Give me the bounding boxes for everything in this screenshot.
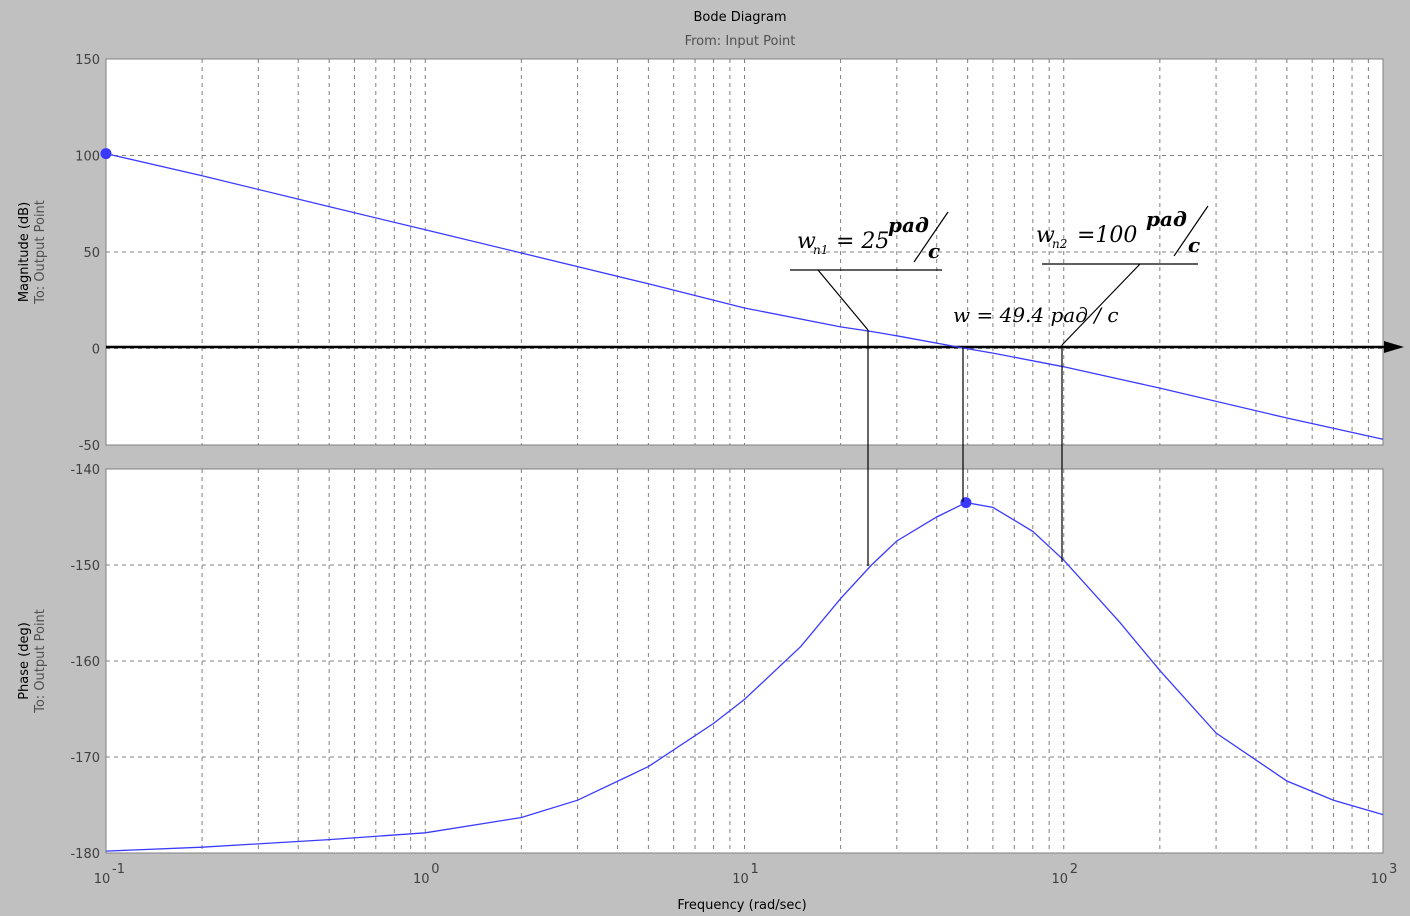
magnitude-panel: -50 0 50 100 150 Magnitude (dB) To: Output P…	[17, 53, 1404, 454]
chart-title: Bode Diagram	[693, 10, 786, 25]
x-tick-exponent: 3	[1389, 862, 1397, 877]
magnitude-y-ticks: -50 0 50 100 150	[75, 53, 100, 454]
chart-subtitle: From: Input Point	[685, 34, 796, 49]
magnitude-ytick-label: 100	[75, 150, 100, 165]
phase-ytick-label: -170	[70, 751, 100, 766]
wn1-base: w	[797, 229, 816, 254]
wn2-unit-bottom: с	[1188, 233, 1200, 257]
phase-ytick-label: -140	[70, 463, 100, 478]
phase-ytick-label: -180	[70, 847, 100, 862]
wn1-leader-d	[817, 269, 869, 331]
wn2-slash	[1173, 205, 1209, 257]
wn2-leader-d	[1061, 263, 1141, 346]
phase-marker-point	[960, 497, 972, 509]
magnitude-ylabel-output: To: Output Point	[33, 200, 48, 305]
wn2-label: w n2 =100 рад с	[1036, 205, 1209, 257]
wn2-base: w	[1036, 223, 1055, 248]
magnitude-ytick-label: 150	[75, 53, 100, 68]
x-tick-exponent: 1	[751, 862, 759, 877]
wn1-unit-top: рад	[888, 213, 929, 237]
phase-markers	[960, 497, 972, 509]
wn2-sub: n2	[1052, 237, 1067, 251]
wn1-eq: = 25	[836, 229, 889, 254]
phase-ylabel-output: To: Output Point	[33, 609, 48, 714]
wn2-eq: =100	[1077, 223, 1137, 248]
x-tick-exponent: -1	[112, 862, 125, 877]
wn1-unit-bottom: с	[928, 239, 940, 263]
wc-label: w = 49.4 рад / с	[953, 303, 1119, 327]
x-tick-label: 10	[94, 872, 111, 887]
phase-ytick-label: -150	[70, 559, 100, 574]
magnitude-ylabel: Magnitude (dB)	[17, 202, 32, 302]
phase-ylabel: Phase (deg)	[17, 622, 32, 700]
phase-series-line	[105, 501, 1384, 852]
phase-grid	[106, 469, 1383, 853]
x-tick-label: 10	[413, 872, 430, 887]
magnitude-ytick-label: 0	[92, 343, 100, 358]
magnitude-grid	[106, 59, 1383, 445]
x-tick-label: 10	[1371, 872, 1388, 887]
x-tick-exponent: 2	[1070, 862, 1078, 877]
magnitude-series-line	[105, 152, 1384, 440]
phase-panel: -180 -170 -160 -150 -140 Phase (deg) To: Out…	[17, 463, 1384, 862]
wn1-sub: n1	[813, 243, 828, 257]
magnitude-ytick-label: 50	[83, 246, 100, 261]
x-axis-label: Frequency (rad/sec)	[677, 898, 806, 913]
magnitude-ytick-label: -50	[79, 439, 100, 454]
x-tick-label: 10	[732, 872, 749, 887]
zero-db-arrow-icon	[1384, 341, 1404, 353]
wn1-slash	[913, 211, 949, 263]
wn2-unit-top: рад	[1146, 207, 1187, 231]
magnitude-marker-point	[100, 148, 112, 160]
phase-y-ticks: -180 -170 -160 -150 -140	[70, 463, 100, 862]
x-tick-label: 10	[1051, 872, 1068, 887]
wn1-label: w n1 = 25 рад с	[797, 211, 949, 263]
phase-ytick-label: -160	[70, 655, 100, 670]
annotations: w n1 = 25 рад с w n2 =100 рад с w = 49.4…	[790, 205, 1209, 566]
x-tick-exponent: 0	[431, 862, 439, 877]
magnitude-markers	[100, 148, 112, 160]
